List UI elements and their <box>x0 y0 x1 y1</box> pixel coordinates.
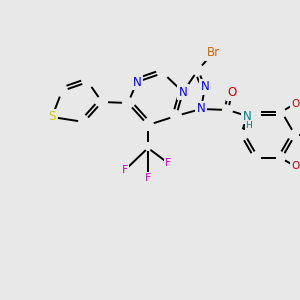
Text: N: N <box>178 85 188 98</box>
Text: O: O <box>227 86 237 100</box>
Text: N: N <box>133 76 141 88</box>
Text: F: F <box>165 158 171 168</box>
Text: O: O <box>291 99 300 109</box>
Text: S: S <box>48 110 56 124</box>
Text: N: N <box>243 110 251 122</box>
Text: H: H <box>246 121 252 130</box>
Text: F: F <box>122 165 128 175</box>
Text: N: N <box>196 103 206 116</box>
Text: O: O <box>291 161 300 171</box>
Text: N: N <box>201 80 209 94</box>
Text: F: F <box>145 173 151 183</box>
Text: Br: Br <box>206 46 220 59</box>
